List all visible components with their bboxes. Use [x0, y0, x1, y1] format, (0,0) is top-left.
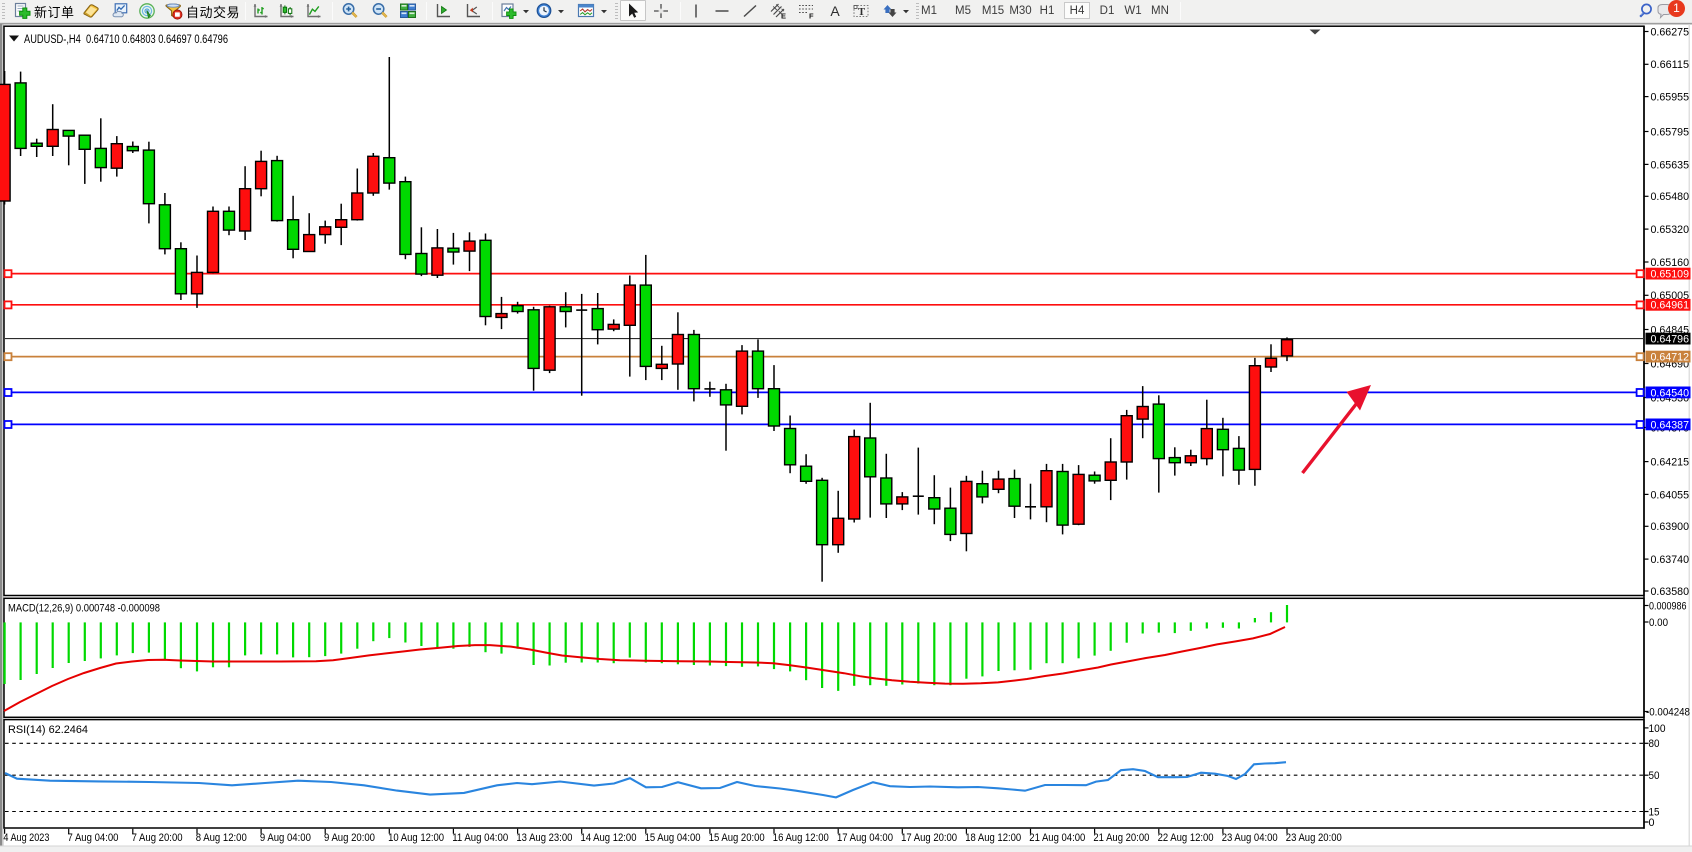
svg-text:0.66115: 0.66115	[1651, 59, 1690, 71]
svg-text:0.65320: 0.65320	[1651, 224, 1690, 236]
svg-text:0.00: 0.00	[1649, 617, 1668, 629]
svg-text:0.63740: 0.63740	[1651, 554, 1690, 566]
svg-text:50: 50	[1649, 770, 1660, 782]
svg-text:-0.004248: -0.004248	[1646, 706, 1690, 718]
svg-text:0.66275: 0.66275	[1651, 26, 1690, 38]
svg-text:14 Aug 12:00: 14 Aug 12:00	[581, 832, 637, 844]
svg-text:23 Aug 20:00: 23 Aug 20:00	[1286, 832, 1342, 844]
svg-text:16 Aug 12:00: 16 Aug 12:00	[773, 832, 829, 844]
svg-text:18 Aug 12:00: 18 Aug 12:00	[965, 832, 1021, 844]
svg-text:100: 100	[1649, 723, 1666, 735]
svg-text:0.65160: 0.65160	[1651, 257, 1690, 269]
svg-text:7 Aug 20:00: 7 Aug 20:00	[132, 832, 183, 844]
svg-text:0.64215: 0.64215	[1651, 457, 1690, 469]
svg-text:0.65955: 0.65955	[1651, 92, 1690, 104]
svg-text:0.63900: 0.63900	[1651, 521, 1690, 533]
svg-text:9 Aug 04:00: 9 Aug 04:00	[260, 832, 311, 844]
svg-text:8 Aug 12:00: 8 Aug 12:00	[196, 832, 247, 844]
svg-text:9 Aug 20:00: 9 Aug 20:00	[324, 832, 375, 844]
svg-text:4 Aug 2023: 4 Aug 2023	[3, 832, 49, 844]
svg-text:0.000986: 0.000986	[1649, 600, 1687, 612]
svg-text:MACD(12,26,9) 0.000748 -0.0000: MACD(12,26,9) 0.000748 -0.000098	[8, 603, 160, 615]
svg-text:80: 80	[1649, 738, 1660, 750]
svg-text:0.65635: 0.65635	[1651, 159, 1690, 171]
svg-text:0.65795: 0.65795	[1651, 126, 1690, 138]
svg-text:0.64712: 0.64712	[1651, 352, 1690, 364]
svg-text:0: 0	[1649, 817, 1655, 829]
svg-text:0.64540: 0.64540	[1651, 387, 1690, 399]
svg-text:0.64055: 0.64055	[1651, 489, 1690, 501]
svg-text:22 Aug 12:00: 22 Aug 12:00	[1158, 832, 1214, 844]
svg-text:F: F	[809, 12, 814, 21]
svg-text:10 Aug 12:00: 10 Aug 12:00	[388, 832, 444, 844]
svg-text:21 Aug 20:00: 21 Aug 20:00	[1093, 832, 1149, 844]
svg-text:17 Aug 20:00: 17 Aug 20:00	[901, 832, 957, 844]
svg-text:21 Aug 04:00: 21 Aug 04:00	[1029, 832, 1085, 844]
svg-text:15 Aug 20:00: 15 Aug 20:00	[709, 832, 765, 844]
svg-text:15 Aug 04:00: 15 Aug 04:00	[645, 832, 701, 844]
svg-text:E: E	[781, 12, 786, 21]
svg-text:7 Aug 04:00: 7 Aug 04:00	[68, 832, 119, 844]
svg-text:0.64796: 0.64796	[1651, 334, 1690, 346]
svg-text:RSI(14) 62.2464: RSI(14) 62.2464	[8, 724, 88, 736]
svg-text:0.64387: 0.64387	[1651, 419, 1690, 431]
svg-text:13 Aug 23:00: 13 Aug 23:00	[516, 832, 572, 844]
svg-text:17 Aug 04:00: 17 Aug 04:00	[837, 832, 893, 844]
svg-text:0.65109: 0.65109	[1651, 269, 1690, 281]
svg-text:0.65480: 0.65480	[1651, 191, 1690, 203]
svg-text:T: T	[858, 7, 865, 18]
svg-text:0.64961: 0.64961	[1651, 300, 1690, 312]
svg-text:0.63580: 0.63580	[1651, 586, 1690, 598]
svg-text:15: 15	[1649, 806, 1660, 818]
svg-text:AUDUSD-,H4 0.64710 0.64803 0.: AUDUSD-,H4 0.64710 0.64803 0.64697 0.647…	[24, 32, 228, 46]
svg-text:23 Aug 04:00: 23 Aug 04:00	[1222, 832, 1278, 844]
svg-text:11 Aug 04:00: 11 Aug 04:00	[452, 832, 508, 844]
